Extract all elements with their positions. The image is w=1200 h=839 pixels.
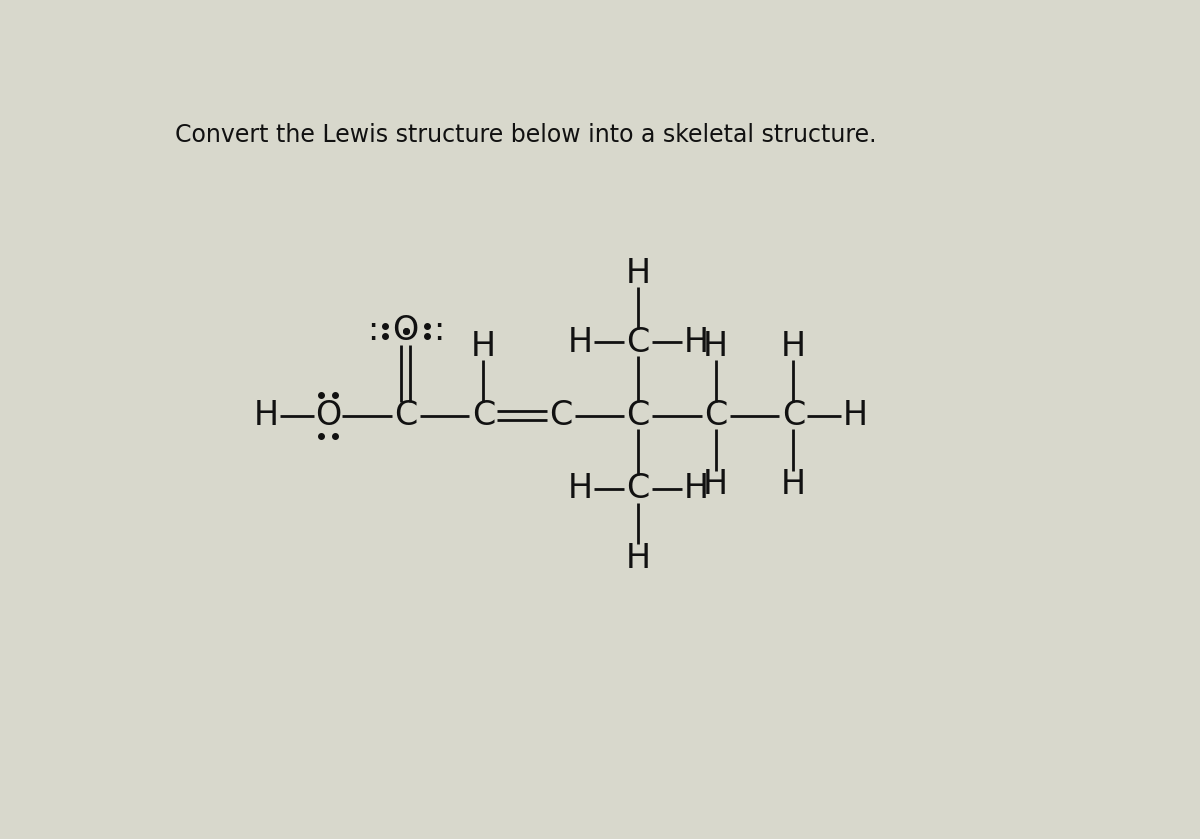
- Text: C: C: [626, 326, 650, 359]
- Text: Convert the Lewis structure below into a skeletal structure.: Convert the Lewis structure below into a…: [175, 123, 876, 147]
- Text: H: H: [625, 541, 650, 575]
- Text: H: H: [568, 472, 593, 505]
- Text: C: C: [626, 399, 650, 432]
- Text: H: H: [568, 326, 593, 359]
- Text: C: C: [781, 399, 805, 432]
- Text: H: H: [684, 472, 709, 505]
- Text: :: :: [367, 315, 379, 347]
- Text: O: O: [392, 315, 419, 347]
- Text: H: H: [684, 326, 709, 359]
- Text: C: C: [550, 399, 572, 432]
- Text: C: C: [472, 399, 494, 432]
- Text: :: :: [433, 315, 444, 347]
- Text: O: O: [316, 399, 341, 432]
- Text: C: C: [704, 399, 727, 432]
- Text: H: H: [842, 399, 868, 432]
- Text: H: H: [625, 257, 650, 289]
- Text: H: H: [781, 330, 805, 362]
- Text: C: C: [394, 399, 418, 432]
- Text: H: H: [703, 330, 728, 362]
- Text: C: C: [626, 472, 650, 505]
- Text: H: H: [253, 399, 278, 432]
- Text: H: H: [470, 330, 496, 362]
- Text: H: H: [781, 468, 805, 502]
- Text: H: H: [703, 468, 728, 502]
